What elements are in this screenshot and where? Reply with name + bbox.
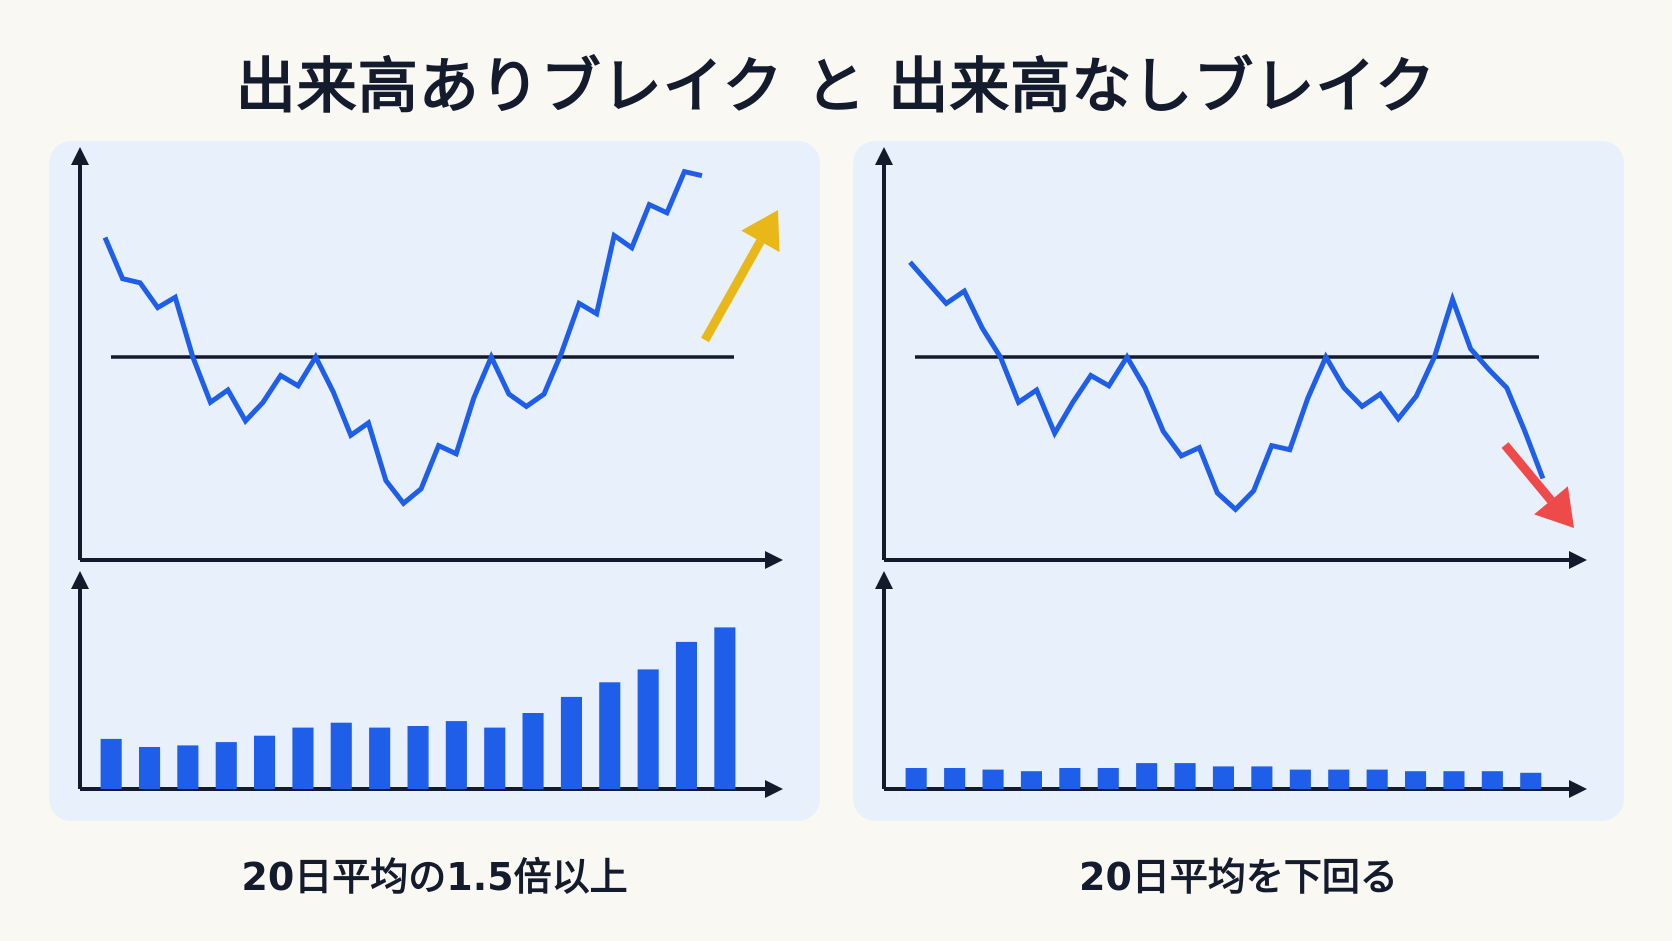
left-trend-arrow-shaft: [701, 239, 765, 343]
right-volume-bar: [1059, 768, 1081, 789]
right-trend-arrow: [1501, 442, 1574, 528]
left-volume-bar: [560, 696, 582, 789]
right-trend-arrow-shaft: [1501, 442, 1555, 504]
right-volume-bar: [1328, 769, 1350, 789]
right-chart-panel: [853, 141, 1624, 821]
right-volume-x-arrowhead: [1569, 780, 1587, 798]
right-price-y-arrowhead: [875, 147, 893, 165]
left-chart-panel: [49, 141, 820, 821]
right-price-line: [908, 260, 1546, 513]
left-volume-bar: [484, 727, 506, 789]
left-price-y-arrowhead: [71, 147, 89, 165]
left-volume-bar: [254, 735, 276, 789]
left-volume-bar: [599, 682, 621, 789]
right-trend-arrow-head: [1534, 486, 1574, 528]
left-chart: [71, 147, 783, 798]
right-volume-bar: [1020, 771, 1042, 789]
page-title: 出来高ありブレイク と 出来高なしブレイク: [235, 52, 1437, 122]
left-trend-arrow-head: [741, 210, 780, 253]
left-volume-bar: [369, 727, 391, 789]
right-volume-bar: [1251, 766, 1273, 789]
right-volume-bar: [1136, 763, 1158, 789]
left-volume-y-arrowhead: [71, 571, 89, 589]
right-volume-bar: [1366, 769, 1388, 789]
right-volume-bar: [982, 769, 1004, 789]
left-volume-bar: [445, 721, 467, 789]
left-volume-bar: [100, 738, 122, 789]
right-volume-bar: [1481, 771, 1503, 789]
left-volume-bar: [522, 713, 544, 789]
right-volume-bar: [1443, 771, 1465, 789]
right-volume-y-arrowhead: [875, 571, 893, 589]
right-chart: [875, 147, 1587, 798]
left-volume-bar: [407, 726, 429, 789]
left-volume-bar: [215, 742, 237, 789]
left-price-line: [102, 168, 703, 507]
left-volume-bar: [330, 722, 352, 789]
left-price-x-arrowhead: [765, 551, 783, 569]
left-volume-bar: [714, 627, 736, 789]
right-volume-bar: [1212, 766, 1234, 789]
right-price-x-arrowhead: [1569, 551, 1587, 569]
right-volume-bar: [905, 768, 927, 789]
right-volume-bar: [1520, 772, 1542, 789]
left-volume-x-arrowhead: [765, 780, 783, 798]
left-volume-bar: [292, 727, 314, 789]
right-volume-bar: [1174, 763, 1196, 789]
right-volume-bar: [1097, 768, 1119, 789]
left-trend-arrow: [701, 210, 780, 343]
right-volume-bar: [1405, 771, 1427, 789]
left-volume-bar: [139, 747, 161, 789]
right-caption: 20日平均を下回る: [1079, 855, 1398, 899]
right-volume-bar: [944, 768, 966, 789]
left-volume-bar: [177, 745, 199, 789]
left-caption: 20日平均の1.5倍以上: [241, 855, 628, 899]
right-volume-bar: [1289, 769, 1311, 789]
left-volume-bar: [637, 669, 659, 789]
left-volume-bar: [675, 641, 697, 789]
